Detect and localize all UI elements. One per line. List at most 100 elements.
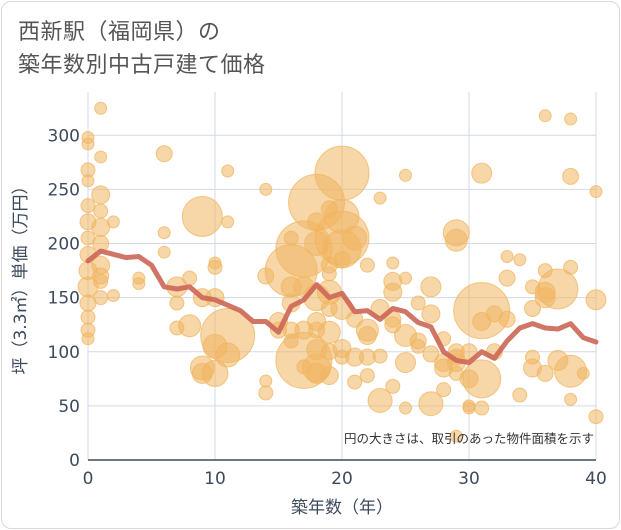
- y-tick-label: 0: [69, 451, 80, 471]
- data-bubble: [421, 304, 441, 324]
- average-line-layer: [85, 248, 599, 366]
- bubble-size-note: 円の大きさは、取引のあった物件面積を示す: [344, 431, 594, 446]
- data-bubble: [422, 345, 440, 363]
- data-bubble: [564, 112, 578, 126]
- chart-title-line1: 西新駅（福岡県）の: [18, 20, 221, 45]
- data-bubble: [399, 401, 412, 415]
- data-bubble: [181, 195, 223, 237]
- data-bubble: [81, 137, 95, 151]
- data-bubble: [589, 185, 603, 199]
- data-bubble: [93, 290, 109, 306]
- data-bubble: [585, 289, 607, 311]
- data-bubble: [132, 277, 146, 291]
- data-bubble: [81, 332, 95, 346]
- data-bubble: [449, 429, 463, 443]
- data-bubble: [536, 364, 554, 382]
- chart-title-line2: 築年数別中古戸建て価格: [18, 53, 266, 78]
- data-bubble: [221, 215, 235, 229]
- data-bubble: [436, 382, 452, 398]
- data-bubble: [157, 226, 171, 240]
- data-bubble: [182, 270, 198, 286]
- y-tick-label: 300: [48, 126, 80, 146]
- data-bubble: [201, 359, 229, 387]
- data-bubble: [474, 400, 490, 416]
- y-tick-label: 250: [48, 180, 80, 200]
- data-bubble: [588, 409, 604, 425]
- data-bubble: [178, 314, 202, 338]
- y-tick-label: 100: [48, 343, 80, 363]
- y-tick-label: 200: [48, 235, 80, 255]
- y-tick-label: 50: [58, 397, 80, 417]
- x-axis-label: 築年数（年）: [291, 498, 393, 518]
- x-tick-label: 20: [331, 469, 353, 489]
- data-bubble: [462, 359, 502, 399]
- axes: 0 10 20 30 40 0 50 100 150 200 250 300: [48, 126, 607, 489]
- data-bubble: [319, 366, 339, 386]
- data-bubble: [258, 385, 274, 401]
- data-bubble: [359, 368, 375, 384]
- x-tick-label: 0: [83, 469, 94, 489]
- data-bubble: [512, 387, 528, 403]
- data-bubble: [513, 253, 527, 267]
- data-bubble: [259, 182, 273, 196]
- data-bubble: [155, 145, 173, 163]
- data-bubble: [524, 299, 541, 317]
- data-bubble: [471, 162, 493, 184]
- data-bubble: [564, 392, 578, 406]
- data-bubble: [259, 374, 273, 388]
- data-bubble: [321, 266, 337, 282]
- data-bubble: [333, 251, 351, 269]
- data-bubble: [94, 101, 108, 115]
- data-bubble: [373, 191, 387, 205]
- average-price-line: [85, 248, 599, 366]
- data-bubble: [317, 320, 341, 344]
- data-bubble: [386, 256, 400, 270]
- data-bubble: [399, 271, 412, 285]
- data-bubble: [94, 150, 108, 164]
- data-bubble: [347, 374, 363, 390]
- data-bubble: [157, 245, 171, 259]
- data-bubble: [372, 348, 388, 364]
- data-bubble: [563, 259, 579, 275]
- data-bubble: [80, 198, 96, 214]
- data-bubble: [359, 257, 375, 273]
- data-bubble: [410, 295, 426, 311]
- data-bubble: [444, 228, 468, 252]
- y-tick-label: 150: [48, 289, 80, 309]
- data-bubble: [395, 352, 416, 374]
- data-bubble: [453, 282, 511, 340]
- data-bubble: [576, 366, 590, 380]
- chart-title: 西新駅（福岡県）の 築年数別中古戸建て価格: [18, 16, 266, 82]
- data-bubble: [420, 276, 442, 298]
- data-bubble: [500, 250, 514, 264]
- data-bubble: [538, 109, 552, 123]
- x-tick-label: 40: [585, 469, 607, 489]
- data-bubble: [93, 203, 109, 219]
- data-bubble: [462, 401, 476, 415]
- data-bubble: [410, 338, 426, 354]
- x-tick-label: 10: [204, 469, 226, 489]
- data-bubble: [357, 326, 377, 346]
- data-bubble: [342, 225, 368, 251]
- data-bubble: [537, 268, 579, 310]
- data-bubble: [207, 259, 223, 275]
- data-bubble: [169, 295, 185, 311]
- data-bubble: [383, 282, 403, 302]
- y-axis-label: 坪（3.3㎡）単価（万円）: [11, 177, 31, 374]
- data-bubble: [367, 387, 393, 413]
- data-bubble: [399, 168, 412, 182]
- data-bubble: [314, 145, 370, 201]
- data-bubble: [498, 269, 516, 287]
- data-bubble: [106, 288, 120, 302]
- data-bubble: [81, 174, 95, 188]
- data-bubble: [385, 378, 401, 394]
- data-bubble: [221, 164, 235, 178]
- data-bubble: [562, 167, 580, 185]
- data-bubble: [215, 342, 241, 368]
- data-bubble: [418, 391, 444, 417]
- data-bubble: [91, 185, 111, 205]
- data-bubble: [106, 215, 120, 229]
- data-bubble: [93, 273, 109, 289]
- x-tick-label: 30: [458, 469, 480, 489]
